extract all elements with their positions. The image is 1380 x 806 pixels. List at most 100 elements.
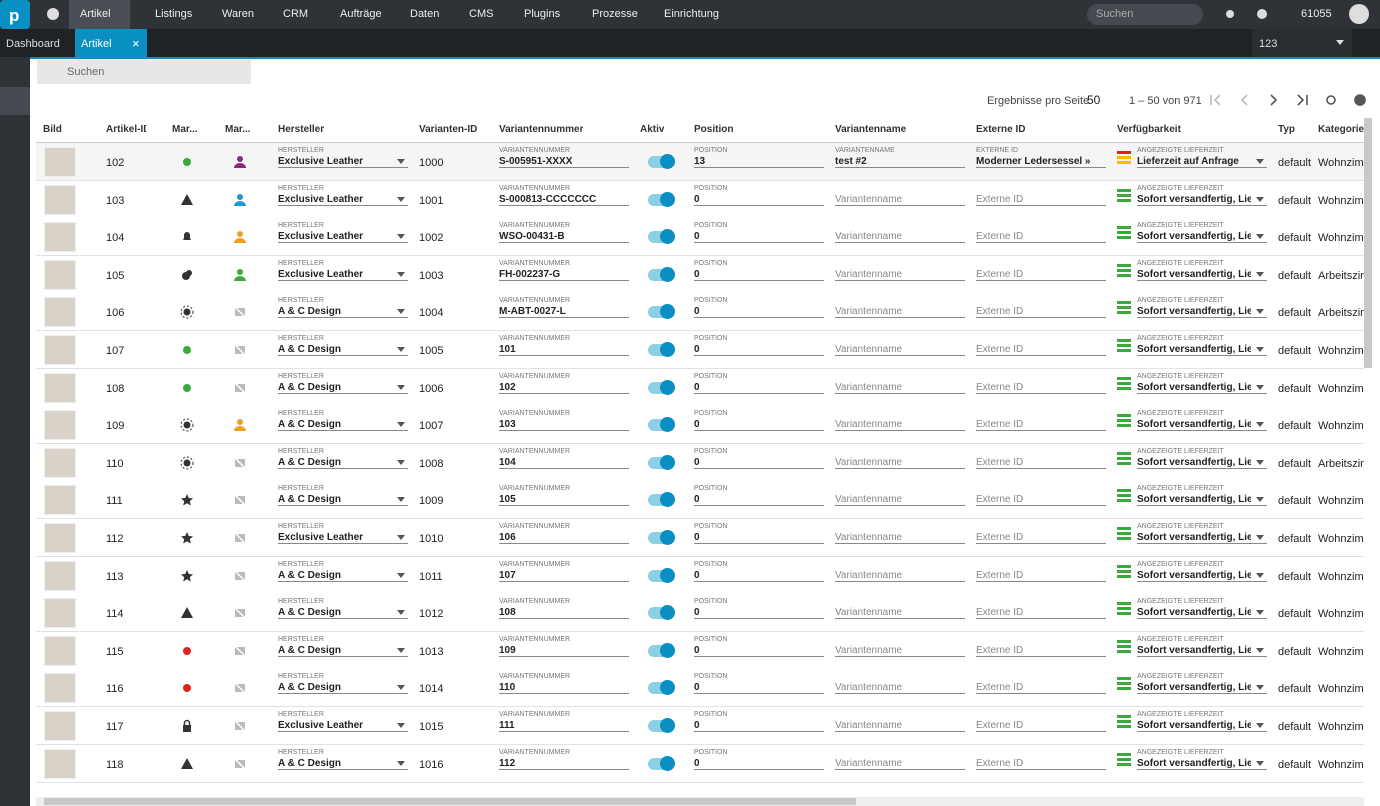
variant-name-input[interactable] [835, 749, 965, 770]
selector[interactable] [1252, 29, 1352, 57]
external-id-input[interactable] [976, 448, 1106, 469]
position-input[interactable] [694, 448, 824, 469]
position-input[interactable] [694, 636, 824, 657]
position-input[interactable] [694, 749, 824, 770]
availability-select[interactable] [1137, 297, 1267, 319]
manufacturer-select[interactable] [278, 561, 408, 582]
tab-active[interactable] [75, 29, 147, 57]
variant-name-input[interactable] [835, 373, 965, 394]
variant-name-input[interactable] [835, 711, 965, 732]
variant-number-input[interactable] [499, 373, 629, 394]
availability-select[interactable] [1137, 448, 1267, 469]
position-input[interactable] [694, 711, 824, 732]
availability-select[interactable] [1137, 749, 1267, 770]
variant-number-input[interactable] [499, 636, 629, 657]
avatar[interactable] [1349, 4, 1369, 24]
position-input[interactable] [694, 335, 824, 356]
variant-number-input[interactable] [499, 222, 629, 244]
availability-select[interactable] [1137, 711, 1267, 732]
external-id-input[interactable] [976, 410, 1106, 432]
availability-select[interactable] [1137, 598, 1267, 620]
nav-item[interactable]: Aufträge [340, 8, 382, 20]
variant-number-input[interactable] [499, 561, 629, 582]
manufacturer-select[interactable] [278, 335, 408, 356]
manufacturer-select[interactable] [278, 297, 408, 319]
availability-select[interactable] [1137, 373, 1267, 394]
variant-name-input[interactable] [835, 598, 965, 620]
availability-select[interactable] [1137, 260, 1267, 281]
external-id-input[interactable] [976, 711, 1106, 732]
tab[interactable]: Artikel [81, 38, 112, 50]
nav-item[interactable]: Artikel [80, 8, 111, 20]
manufacturer-select[interactable] [278, 222, 408, 244]
variant-name-input[interactable] [835, 222, 965, 244]
position-input[interactable] [694, 561, 824, 582]
tab[interactable]: Dashboard [6, 38, 60, 50]
manufacturer-select[interactable] [278, 260, 408, 281]
availability-select[interactable] [1137, 561, 1267, 582]
variant-number-input[interactable] [499, 410, 629, 432]
availability-select[interactable] [1137, 410, 1267, 432]
availability-select[interactable] [1137, 147, 1267, 168]
manufacturer-select[interactable] [278, 598, 408, 620]
variant-number-input[interactable] [499, 523, 629, 544]
nav-item[interactable]: Plugins [524, 8, 561, 20]
position-input[interactable] [694, 598, 824, 620]
external-id-input[interactable] [976, 222, 1106, 244]
variant-name-input[interactable] [835, 185, 965, 206]
manufacturer-select[interactable] [278, 373, 408, 394]
manufacturer-select[interactable] [278, 147, 408, 168]
external-id-input[interactable] [976, 485, 1106, 507]
variant-number-input[interactable] [499, 711, 629, 732]
manufacturer-select[interactable] [278, 711, 408, 732]
nav-item[interactable]: Listings [155, 8, 193, 20]
position-input[interactable] [694, 185, 824, 206]
availability-select[interactable] [1137, 673, 1267, 695]
nav-item[interactable]: CMS [469, 8, 494, 20]
variant-number-input[interactable] [499, 335, 629, 356]
position-input[interactable] [694, 373, 824, 394]
external-id-input[interactable] [976, 673, 1106, 695]
position-input[interactable] [694, 297, 824, 319]
availability-select[interactable] [1137, 485, 1267, 507]
external-id-input[interactable] [976, 335, 1106, 356]
manufacturer-select[interactable] [278, 485, 408, 507]
variant-name-input[interactable] [835, 523, 965, 544]
variant-name-input[interactable] [835, 335, 965, 356]
variant-name-input[interactable] [835, 485, 965, 507]
manufacturer-select[interactable] [278, 636, 408, 657]
variant-name-input[interactable] [835, 260, 965, 281]
position-input[interactable] [694, 260, 824, 281]
nav-item[interactable]: Waren [222, 8, 254, 20]
availability-select[interactable] [1137, 335, 1267, 356]
manufacturer-select[interactable] [278, 523, 408, 544]
availability-select[interactable] [1137, 185, 1267, 206]
external-id-input[interactable] [976, 260, 1106, 281]
external-id-input[interactable] [976, 636, 1106, 657]
search-box[interactable] [37, 60, 251, 84]
availability-select[interactable] [1137, 523, 1267, 544]
external-id-input[interactable] [976, 523, 1106, 544]
nav-item[interactable]: CRM [283, 8, 309, 20]
variant-number-input[interactable] [499, 749, 629, 770]
variant-number-input[interactable] [499, 448, 629, 469]
position-input[interactable] [694, 222, 824, 244]
variant-number-input[interactable] [499, 485, 629, 507]
nav-item[interactable]: Einrichtung [664, 8, 720, 20]
availability-select[interactable] [1137, 636, 1267, 657]
external-id-input[interactable] [976, 297, 1106, 319]
external-id-input[interactable] [976, 598, 1106, 620]
variant-number-input[interactable] [499, 260, 629, 281]
external-id-input[interactable] [976, 373, 1106, 394]
variant-number-input[interactable] [499, 297, 629, 319]
position-input[interactable] [694, 523, 824, 544]
manufacturer-select[interactable] [278, 673, 408, 695]
nav-item[interactable]: Prozesse [592, 8, 638, 20]
external-id-input[interactable] [976, 147, 1106, 168]
variant-name-input[interactable] [835, 673, 965, 695]
nav-search[interactable] [1087, 4, 1203, 25]
position-input[interactable] [694, 410, 824, 432]
variant-name-input[interactable] [835, 448, 965, 469]
variant-number-input[interactable] [499, 673, 629, 695]
manufacturer-select[interactable] [278, 185, 408, 206]
